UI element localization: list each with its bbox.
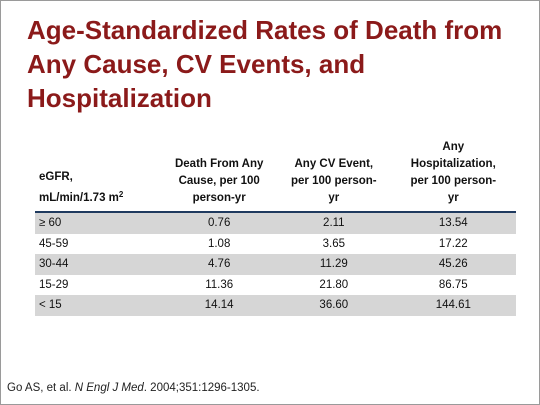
header-death-line-2: Cause, per 100 [178,175,260,187]
title-line-3: Hospitalization [27,83,212,113]
cv-event-rate-cell: 2.11 [277,212,391,234]
slide-title: Age-Standardized Rates of Death from Any… [27,13,527,115]
citation: Go AS, et al. N Engl J Med. 2004;351:129… [7,382,535,394]
cv-event-rate-cell: 3.65 [322,237,345,250]
title-line-2: Any Cause, CV Events, and [27,49,366,79]
table-row: 30-44 4.76 11.29 45.26 [35,254,516,275]
header-cv-event: Any CV Event, per 100 person- yr [277,139,391,213]
egfr-cell: 30-44 [35,254,162,275]
citation-journal: N Engl J Med [74,382,144,394]
rates-table: eGFR, mL/min/1.73 m2 Death From Any Caus… [35,139,516,316]
header-hosp-line-3: per 100 person- [410,175,497,187]
header-hospitalization: Any Hospitalization, per 100 person- yr [390,139,516,213]
cv-event-rate-cell: 36.60 [277,295,391,316]
hospitalization-rate-cell: 13.54 [390,212,516,234]
title-line-1: Age-Standardized Rates of Death from [27,15,503,45]
header-death-line-1: Death From Any [174,158,264,170]
egfr-cell: 45-59 [39,237,69,250]
death-rate-cell: 4.76 [161,254,278,275]
death-rate-cell: 11.36 [205,278,234,291]
citation-details: . 2004;351:1296-1305. [143,382,260,394]
table-row: 45-59 1.08 3.65 17.22 [35,234,516,255]
header-cv-line-2: per 100 person- [290,175,377,187]
header-cv-line-1: Any CV Event, [294,158,374,170]
egfr-cell: < 15 [35,295,162,316]
death-rate-cell: 0.76 [161,212,278,234]
header-egfr-unit: mL/min/1.73 m [39,192,119,204]
header-egfr-superscript: 2 [118,190,124,199]
egfr-cell: 15-29 [39,278,69,291]
death-rate-cell: 14.14 [161,295,278,316]
citation-authors: Go AS, et al. [7,382,75,394]
header-egfr: eGFR, mL/min/1.73 m2 [35,139,162,213]
table-row: < 15 14.14 36.60 144.61 [35,295,516,316]
header-death: Death From Any Cause, per 100 person-yr [161,139,278,213]
table-row: ≥ 60 0.76 2.11 13.54 [35,212,516,234]
header-hosp-line-2: Hospitalization, [410,158,496,170]
header-egfr-line-1: eGFR, [39,171,73,183]
cv-event-rate-cell: 11.29 [277,254,391,275]
cv-event-rate-cell: 21.80 [319,278,349,291]
egfr-cell: ≥ 60 [35,212,162,234]
hospitalization-rate-cell: 17.22 [438,237,468,250]
hospitalization-rate-cell: 144.61 [390,295,516,316]
table-row: 15-29 11.36 21.80 86.75 [35,275,516,296]
header-cv-line-3: yr [328,192,340,204]
hospitalization-rate-cell: 45.26 [390,254,516,275]
death-rate-cell: 1.08 [207,237,231,250]
hospitalization-rate-cell: 86.75 [438,278,468,291]
table-header-row: eGFR, mL/min/1.73 m2 Death From Any Caus… [35,139,516,213]
header-egfr-line-2: mL/min/1.73 m2 [39,186,159,207]
header-hosp-line-1: Any [442,141,465,153]
header-hosp-line-4: yr [447,192,459,204]
header-death-line-3: person-yr [192,192,246,204]
